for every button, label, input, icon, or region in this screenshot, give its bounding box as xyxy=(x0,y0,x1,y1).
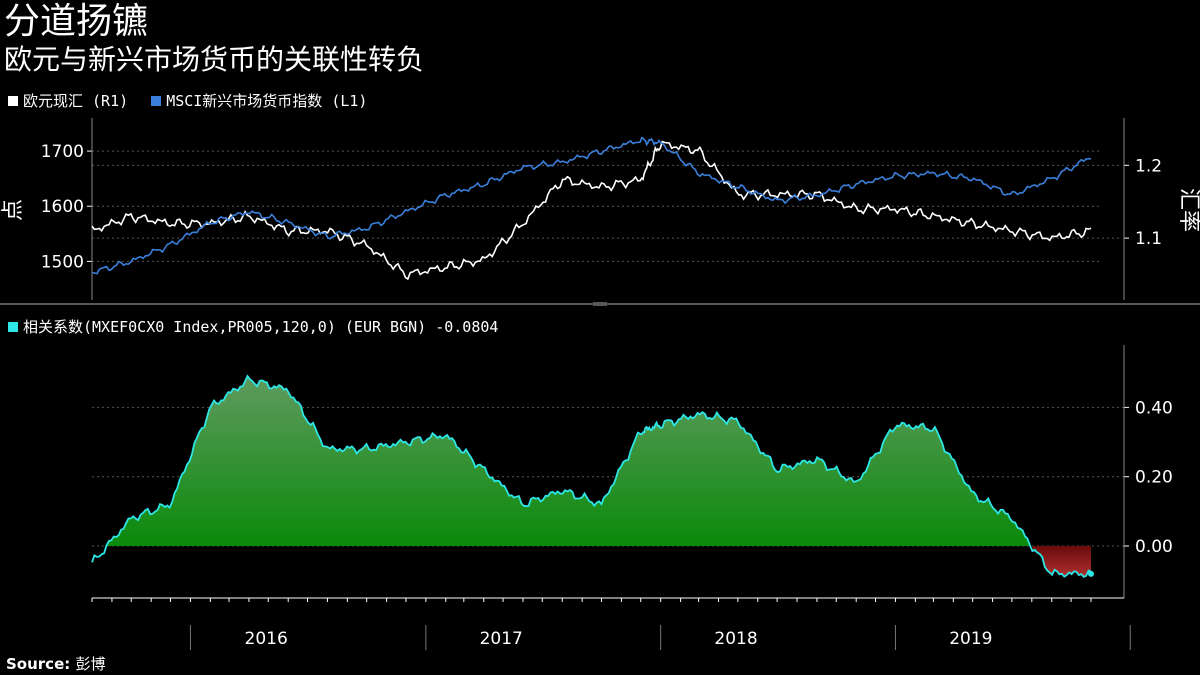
legend-item-eur: 欧元现汇 (R1) xyxy=(8,92,128,110)
left-y-tick-label: 1500 xyxy=(41,252,84,272)
bottom-y-tick-label: 0.00 xyxy=(1135,537,1173,557)
correlation-line xyxy=(91,374,1092,578)
x-year-label: 2017 xyxy=(480,629,523,649)
right-axis-title: 汇率 xyxy=(1176,188,1200,232)
left-axis-title: 点 xyxy=(1,199,26,221)
source-note: Source: 彭博 xyxy=(6,653,106,674)
legend-item-msci: MSCI新兴市场货币指数 (L1) xyxy=(151,92,367,110)
source-text: 彭博 xyxy=(75,655,106,673)
bottom-y-tick-label: 0.40 xyxy=(1135,398,1173,418)
panel-separator-handle xyxy=(593,302,607,306)
x-year-label: 2016 xyxy=(245,629,288,649)
negative-correlation-area xyxy=(1032,546,1091,577)
right-y-tick-label: 1.1 xyxy=(1135,229,1162,249)
legend-label-eur: 欧元现汇 (R1) xyxy=(23,92,129,110)
top-legend: 欧元现汇 (R1) MSCI新兴市场货币指数 (L1) xyxy=(8,92,381,110)
msci-em-currency-line xyxy=(91,136,1092,275)
chart-title: 分道扬镳 xyxy=(4,1,149,42)
legend-swatch-correlation xyxy=(8,322,18,332)
source-label: Source: xyxy=(6,655,71,673)
left-y-tick-label: 1700 xyxy=(41,142,84,162)
right-y-tick-label: 1.2 xyxy=(1135,156,1162,176)
eur-spot-line xyxy=(91,140,1092,281)
legend-label-msci: MSCI新兴市场货币指数 (L1) xyxy=(166,92,368,110)
correlation-last-point xyxy=(1087,570,1094,577)
positive-correlation-area xyxy=(92,376,1033,547)
left-y-tick-label: 1600 xyxy=(41,197,84,217)
x-year-label: 2019 xyxy=(949,629,992,649)
legend-label-correlation: 相关系数(MXEF0CX0 Index,PR005,120,0) (EUR BG… xyxy=(23,318,499,336)
legend-swatch-eur xyxy=(8,96,18,106)
legend-swatch-msci xyxy=(151,96,162,106)
bottom-y-tick-label: 0.20 xyxy=(1135,468,1173,488)
bottom-legend: 相关系数(MXEF0CX0 Index,PR005,120,0) (EUR BG… xyxy=(8,318,498,336)
x-year-label: 2018 xyxy=(714,629,757,649)
chart-subtitle: 欧元与新兴市场货币的关联性转负 xyxy=(4,43,425,76)
